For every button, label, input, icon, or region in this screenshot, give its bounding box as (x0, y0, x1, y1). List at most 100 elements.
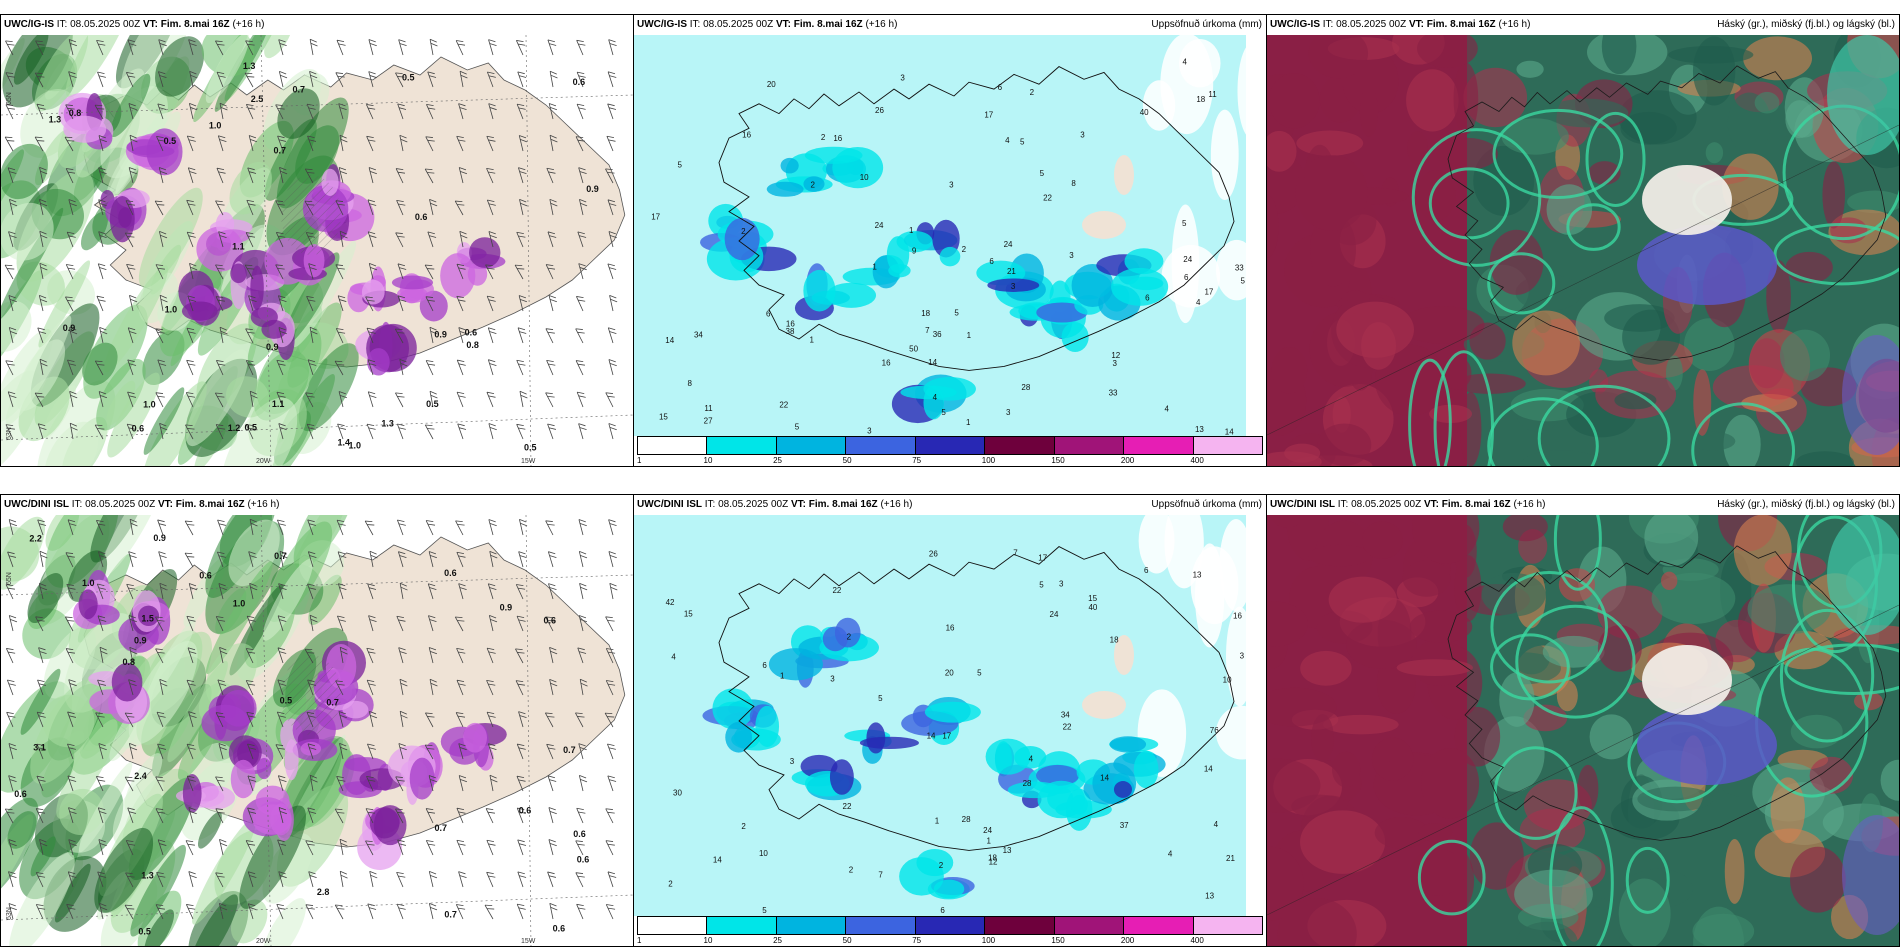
wind-barb (578, 263, 587, 280)
wind-barb (307, 359, 317, 376)
precip-colorbar: 1 10 25 50 75 100 150 200 400 (637, 436, 1263, 465)
wind-barb (546, 743, 556, 760)
precip-value: 5 (678, 161, 683, 170)
wind-barb (366, 104, 376, 120)
wind-barb (428, 551, 438, 568)
wind-barb (399, 710, 408, 728)
cloud-shade (1544, 98, 1629, 128)
wind-barb (278, 39, 287, 56)
precip-area (987, 278, 1040, 292)
wind-barb (215, 712, 225, 728)
wind-barb (395, 392, 405, 408)
gust-value: 0.8 (123, 657, 136, 667)
wind-barb (578, 775, 588, 792)
precip-value: 6 (1184, 273, 1189, 282)
precip-value: 4 (1214, 820, 1219, 829)
wind-barb (578, 743, 587, 760)
wind-barb (516, 423, 526, 440)
panel-header: UWC/DINI ISL IT: 08.05.2025 00Z VT: Fim.… (634, 495, 1266, 515)
wind-barb (215, 808, 225, 824)
header-lead: (+16 h) (1498, 19, 1531, 30)
panel-header: UWC/IG-IS IT: 08.05.2025 00Z VT: Fim. 8.… (1, 15, 633, 35)
wind-barb (186, 743, 196, 760)
wind-barb (186, 775, 196, 792)
wind-barb (607, 103, 617, 120)
header-vt-label: VT: (790, 499, 806, 510)
wind-barb (5, 104, 15, 120)
cloud-shade (1359, 86, 1379, 137)
wind-barb (155, 808, 165, 824)
precip-value: 4 (1196, 298, 1201, 307)
wind-barb (608, 519, 617, 536)
gust-value: 0.5 (164, 136, 177, 146)
wind-barb (39, 199, 48, 216)
precip-shade (142, 381, 207, 466)
precip-shade (44, 421, 99, 466)
wind-barb (98, 167, 107, 184)
wind-barb (547, 231, 557, 248)
cloud-shade (1489, 229, 1544, 295)
precip-value: 3 (867, 427, 872, 436)
wind-barb (339, 646, 348, 664)
wind-barb (245, 424, 256, 440)
cloud-shade (1722, 153, 1779, 220)
wind-barb (129, 646, 138, 664)
precip-area (899, 857, 944, 896)
wind-barb (277, 519, 286, 536)
wind-barb (335, 72, 345, 88)
header-model: UWC/DINI ISL (637, 499, 702, 510)
wind-barb (218, 231, 227, 248)
wind-barb (244, 264, 255, 280)
wind-barb (8, 903, 17, 920)
precip-value: 3 (949, 181, 954, 190)
precip-shade (107, 372, 160, 458)
gust-value: 0.6 (465, 327, 478, 337)
precip-area (1133, 750, 1159, 789)
wind-barb (399, 358, 408, 376)
wind-barb (128, 615, 137, 632)
wind-barb (8, 839, 17, 856)
gust-value: 0.9 (434, 330, 447, 340)
wind-barb (217, 551, 226, 568)
wind-barb (547, 39, 557, 56)
precip-value: 1 (967, 331, 972, 340)
wind-barb (68, 199, 77, 216)
header-it-value: 08.05.2025 00Z (70, 19, 141, 30)
gust-value: 0.9 (500, 603, 513, 613)
wind-barb (456, 263, 466, 280)
cloud-shade (1622, 309, 1680, 365)
colorbar-swatch (638, 917, 708, 934)
wind-barb (34, 136, 45, 152)
wind-barb (8, 295, 17, 312)
colorbar-swatch (985, 437, 1055, 454)
wind-barb (517, 327, 527, 344)
wind-barb (35, 40, 45, 56)
wind-barb (69, 390, 78, 408)
wind-barb (68, 71, 77, 88)
wind-barb (275, 744, 285, 760)
precip-value: 1 (987, 836, 992, 845)
header-lead: (+16 h) (1513, 499, 1546, 510)
precip-value: 2 (849, 866, 854, 875)
wind-barb (604, 712, 615, 728)
rate-blob (256, 757, 272, 780)
wind-barb (606, 135, 616, 152)
wind-barb (247, 775, 257, 792)
wind-barbs (4, 518, 618, 920)
wind-barb (548, 295, 557, 312)
precip-value: 2 (741, 822, 746, 831)
wind-barb (246, 615, 256, 632)
wind-barb (276, 359, 286, 376)
wind-barb (366, 423, 376, 440)
gust-value: 0.7 (434, 823, 447, 833)
precip-shade (308, 574, 342, 625)
precip-area (803, 176, 825, 192)
wind-barb (275, 200, 285, 216)
wind-barb (516, 231, 526, 248)
precip-value: 3 (1059, 579, 1064, 588)
rate-blob (181, 301, 218, 321)
map-panel-p2: UWC/IG-IS IT: 08.05.2025 00Z VT: Fim. 8.… (633, 14, 1267, 467)
wind-barb (309, 71, 318, 88)
precip-value: 5 (795, 422, 800, 431)
wind-barb (488, 423, 497, 440)
